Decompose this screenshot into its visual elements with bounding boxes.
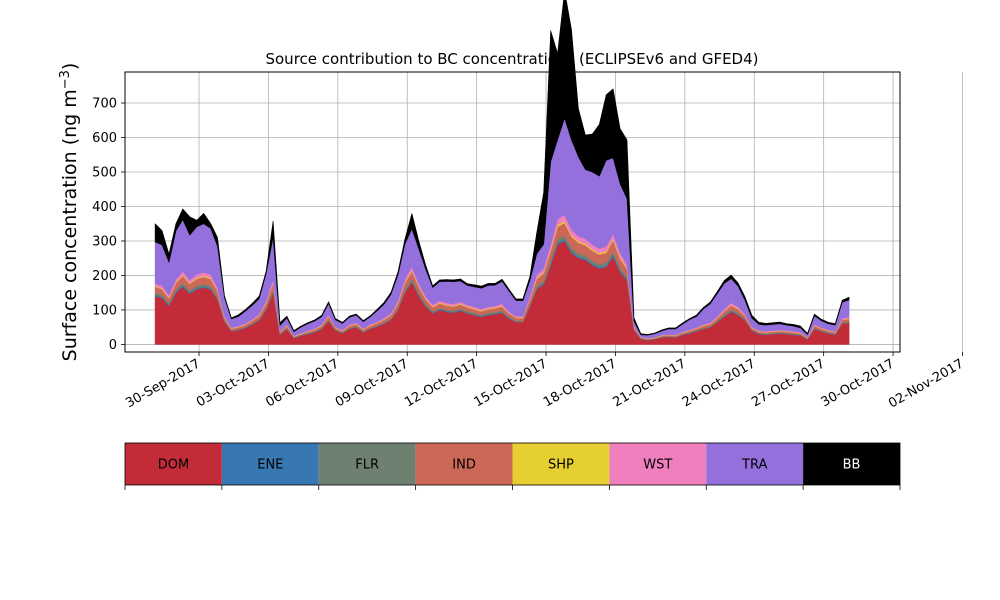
y-tick-label: 400 [92,200,117,215]
legend-label-ene: ENE [257,458,283,473]
legend-swatch-shp [512,443,610,485]
chart-title: Source contribution to BC concentrations… [265,50,758,68]
legend-colorbar: DOM ENE FLR IND SHP WST TRA BB [124,442,901,490]
legend-swatch-ene [221,443,319,485]
y-tick-label: 500 [92,166,117,181]
y-axis: 0 100 200 300 400 500 600 700 [92,97,125,353]
x-tick-label: 21-Oct-2017 [610,356,688,410]
legend-swatch-dom [125,443,222,485]
legend-label-bb: BB [843,458,861,473]
legend-label-ind: IND [452,458,476,473]
legend-label-wst: WST [643,458,672,473]
legend-label-dom: DOM [158,458,189,473]
legend-swatch-flr [318,443,416,485]
legend-swatch-bb [803,443,900,485]
y-axis-label-close: ) [59,63,81,70]
legend-label-tra: TRA [741,458,767,473]
series-area-bb [154,0,850,336]
y-tick-label: 0 [109,338,117,353]
x-tick-label: 18-Oct-2017 [541,356,619,410]
y-tick-label: 300 [92,234,117,249]
plot-frame [124,71,901,353]
y-tick-label: 600 [92,131,117,146]
y-tick-label: 200 [92,269,117,284]
x-tick-label: 30-Oct-2017 [819,356,897,410]
x-tick-label: 12-Oct-2017 [402,356,480,410]
legend-label-shp: SHP [548,458,574,473]
y-axis-label-exponent: −3 [58,70,73,89]
x-tick-label: 30-Sep-2017 [123,356,203,411]
legend-swatch-ind [415,443,513,485]
x-tick-label: 03-Oct-2017 [194,356,272,410]
x-tick-label: 09-Oct-2017 [333,356,411,410]
y-axis-label-main: Surface concentration (ng m [59,89,81,361]
x-tick-label: 24-Oct-2017 [680,356,758,410]
x-tick-label: 15-Oct-2017 [472,356,550,410]
x-tick-label: 27-Oct-2017 [749,356,827,410]
legend-swatch-wst [609,443,707,485]
y-tick-label: 100 [92,303,117,318]
legend-swatch-tra [706,443,804,485]
x-tick-label: 02-Nov-2017 [886,356,966,411]
x-tick-label: 06-Oct-2017 [263,356,341,410]
area-layer [154,0,850,345]
y-axis-label: Surface concentration (ng m−3) [58,63,81,362]
legend-label-flr: FLR [355,458,379,473]
y-tick-label: 700 [92,97,117,112]
x-axis: 30-Sep-201703-Oct-201706-Oct-201709-Oct-… [123,352,966,411]
